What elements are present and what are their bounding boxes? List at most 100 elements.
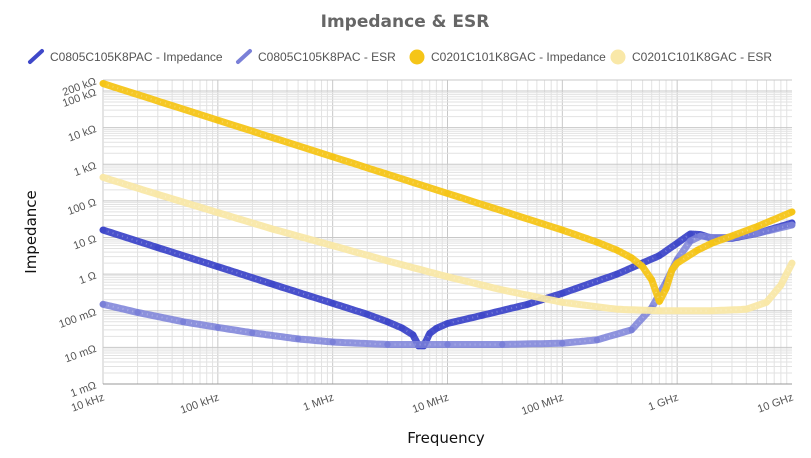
data-point xyxy=(674,259,681,267)
data-point xyxy=(593,238,601,246)
x-tick-label: 1 GHz xyxy=(647,392,680,414)
data-point xyxy=(214,263,221,270)
x-tick-label: 1 MHz xyxy=(302,392,336,414)
data-point xyxy=(613,270,621,278)
data-point xyxy=(99,226,107,234)
data-point xyxy=(329,242,336,249)
series-4 xyxy=(99,173,796,315)
series-texture xyxy=(102,224,793,346)
legend-item[interactable]: C0201C101K8GAC - Impedance xyxy=(409,49,607,65)
legend-line-marker xyxy=(28,49,44,64)
data-point xyxy=(524,301,531,308)
data-point xyxy=(754,230,761,237)
data-point xyxy=(214,209,221,216)
data-point xyxy=(788,259,796,267)
data-point xyxy=(788,221,796,229)
chart-legend: C0805C105K8PAC - Impedance C0805C105K8PAC… xyxy=(28,49,773,65)
y-tick-label: 10 mΩ xyxy=(63,343,98,365)
data-point xyxy=(639,263,646,270)
y-tick-label: 10 Ω xyxy=(72,233,98,252)
data-point xyxy=(249,329,256,336)
data-point xyxy=(687,230,694,238)
data-point xyxy=(656,298,663,305)
x-axis-ticks: 10 kHz 100 kHz 1 MHz 10 MHz 100 MHz 1 GHz 10 G… xyxy=(70,392,795,418)
data-point xyxy=(329,300,336,307)
chart-title: Impedance & ESR xyxy=(321,12,490,32)
data-point xyxy=(294,335,302,343)
data-point xyxy=(697,232,704,240)
x-tick-label: 100 kHz xyxy=(179,392,221,417)
data-point xyxy=(180,318,187,325)
data-point xyxy=(444,273,451,280)
data-point xyxy=(743,306,750,313)
legend-dot-marker xyxy=(610,49,626,65)
data-point xyxy=(593,336,601,344)
data-point xyxy=(134,309,141,316)
data-point xyxy=(613,306,621,313)
data-point xyxy=(329,153,336,160)
data-point xyxy=(777,282,785,289)
data-point xyxy=(754,223,761,230)
legend-line-marker xyxy=(236,49,252,64)
data-point xyxy=(788,208,796,216)
data-point xyxy=(694,247,701,254)
data-point xyxy=(662,285,670,292)
data-point xyxy=(656,252,663,259)
data-point xyxy=(687,237,694,245)
data-point xyxy=(668,266,676,274)
y-tick-label: 100 Ω xyxy=(66,196,98,217)
data-point xyxy=(384,257,391,265)
x-axis-title: Frequency xyxy=(407,429,485,447)
legend-label: C0805C105K8PAC - Impedance xyxy=(50,50,223,64)
data-point xyxy=(628,326,635,334)
data-point xyxy=(154,244,161,251)
legend-dot-marker xyxy=(409,49,425,65)
data-point xyxy=(214,324,221,331)
series-3 xyxy=(99,80,796,305)
data-point xyxy=(444,320,451,327)
data-point xyxy=(214,117,221,124)
legend-item[interactable]: C0805C105K8PAC - ESR xyxy=(236,49,396,64)
data-point xyxy=(398,324,405,332)
legend-item[interactable]: C0805C105K8PAC - Impedance xyxy=(28,49,223,64)
data-point xyxy=(559,299,566,306)
data-point xyxy=(329,338,336,346)
series-line xyxy=(99,221,796,348)
data-point xyxy=(364,311,371,318)
data-point xyxy=(426,330,433,337)
data-point xyxy=(559,340,566,347)
data-point xyxy=(99,301,107,308)
legend-item[interactable]: C0201C101K8GAC - ESR xyxy=(610,49,773,65)
y-tick-label: 100 mΩ xyxy=(57,306,98,331)
x-tick-label: 10 MHz xyxy=(411,392,451,416)
data-point xyxy=(384,318,391,325)
legend-label: C0805C105K8PAC - ESR xyxy=(258,50,396,64)
data-point xyxy=(384,341,391,348)
data-point xyxy=(409,331,417,338)
data-point xyxy=(648,276,655,283)
data-point xyxy=(559,290,566,297)
legend-label: C0201C101K8GAC - Impedance xyxy=(431,50,606,64)
data-point xyxy=(708,307,715,314)
data-point xyxy=(763,299,770,306)
data-point xyxy=(269,281,276,288)
data-point xyxy=(444,190,451,197)
data-point xyxy=(559,226,566,234)
data-point xyxy=(728,232,736,240)
data-point xyxy=(269,225,276,233)
data-point xyxy=(656,307,663,314)
x-tick-label: 100 MHz xyxy=(520,392,565,418)
data-point xyxy=(499,341,506,348)
x-tick-label: 10 GHz xyxy=(756,392,795,416)
data-point xyxy=(674,307,681,314)
y-tick-label: 10 kΩ xyxy=(67,123,98,144)
y-axis-title: Impedance xyxy=(22,190,40,273)
data-point xyxy=(499,286,506,294)
data-point xyxy=(154,191,161,198)
data-point xyxy=(99,174,107,181)
data-point xyxy=(444,341,451,348)
data-point xyxy=(433,325,440,332)
y-tick-label: 1 kΩ xyxy=(72,160,98,179)
